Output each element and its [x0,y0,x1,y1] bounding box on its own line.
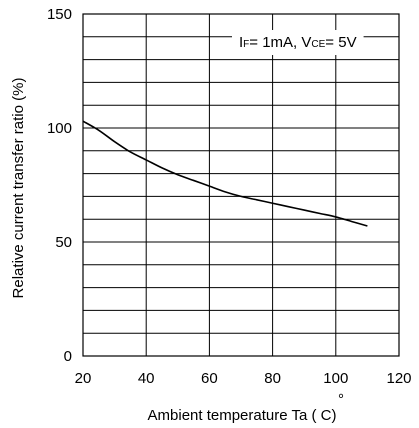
x-tick-label: 80 [264,370,281,387]
annotation-part-1: I [239,34,243,51]
y-tick-label: 50 [55,234,72,251]
x-tick-label: 20 [75,370,92,387]
y-tick-labels: 0 50 100 150 [47,6,72,365]
y-tick-label: 0 [64,348,72,365]
annotation-sub-1: F [243,39,249,50]
condition-annotation: IF= 1mA, VCE= 5V [239,34,357,51]
annotation-sub-2: CE [311,39,325,50]
annotation-background [232,30,364,55]
grid-lines [83,14,399,356]
x-tick-label: 120 [386,370,411,387]
degree-mark: ° [338,391,344,408]
annotation-part-2: = 1mA, V [249,34,311,51]
x-tick-label: 100 [323,370,348,387]
annotation-part-3: = 5V [325,34,356,51]
ctr-curve [82,120,368,227]
x-tick-labels: 20 40 60 80 100 120 [75,370,412,387]
y-axis-label: Relative current transfer ratio (%) [10,78,27,299]
x-tick-label: 60 [201,370,218,387]
x-tick-label: 40 [138,370,155,387]
y-tick-label: 150 [47,6,72,23]
y-tick-label: 100 [47,120,72,137]
x-axis-label: Ambient temperature Ta ( C) [148,407,337,424]
plot-frame [82,13,400,357]
